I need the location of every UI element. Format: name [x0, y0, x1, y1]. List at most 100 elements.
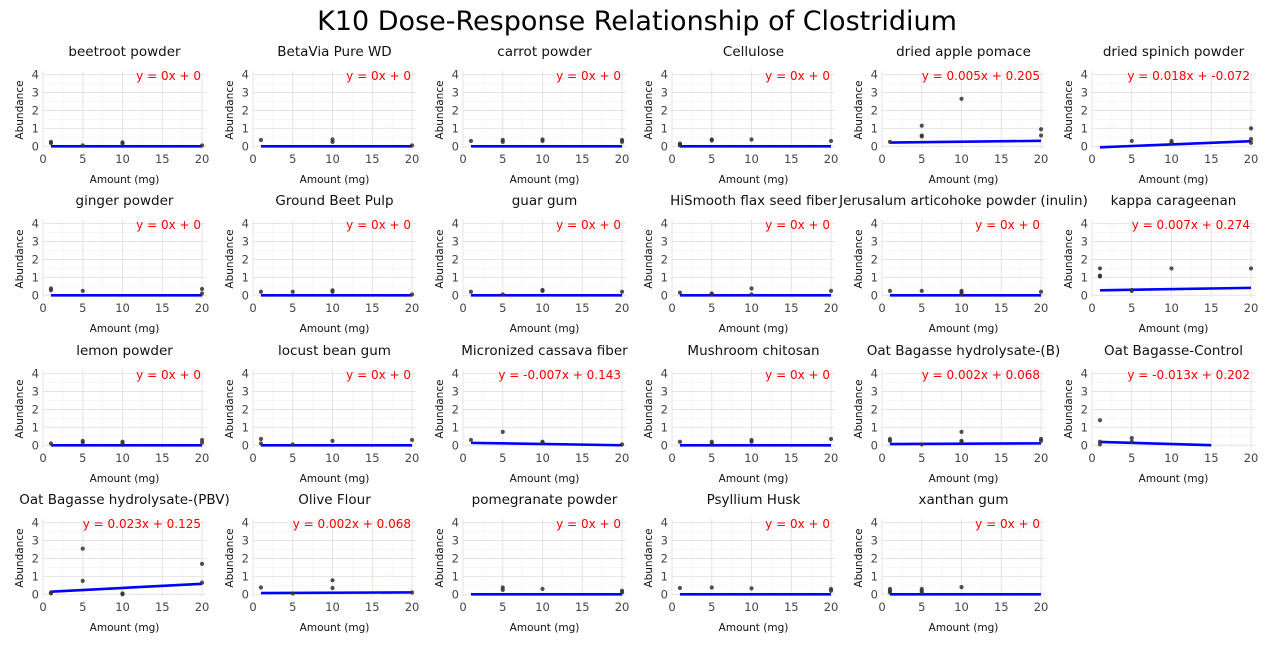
x-tick-label: 10 [325, 600, 340, 614]
data-point [919, 288, 924, 293]
y-tick-label: 2 [871, 402, 878, 416]
y-tick-label: 3 [242, 534, 249, 548]
data-point [1038, 438, 1044, 443]
x-tick-label: 20 [1034, 600, 1049, 614]
y-tick-label: 1 [871, 569, 878, 583]
y-tick-label: 0 [871, 438, 878, 452]
y-tick-label: 1 [32, 270, 39, 284]
x-tick-label: 0 [878, 600, 885, 614]
x-tick-label: 20 [195, 451, 210, 465]
x-tick-label: 0 [459, 600, 466, 614]
y-axis-label: Abundance [224, 528, 236, 587]
y-tick-label: 1 [661, 270, 668, 284]
data-point [1248, 126, 1254, 131]
y-tick-label: 4 [242, 217, 249, 231]
data-point [1248, 137, 1254, 142]
data-point [290, 442, 295, 447]
y-tick-label: 3 [871, 235, 878, 249]
x-tick-label: 5 [918, 451, 925, 465]
x-tick-label: 10 [1164, 152, 1179, 166]
y-tick-label: 2 [32, 551, 39, 565]
data-point [959, 585, 964, 590]
x-tick-label: 15 [365, 301, 380, 315]
y-tick-label: 2 [242, 103, 249, 117]
regression-equation: y = 0x + 0 [975, 218, 1040, 232]
data-point [749, 286, 754, 291]
facet-panel: 0 5 10 15 20 0 1 2 3 4 dried spinich powder Amount … [1063, 44, 1258, 186]
y-tick-label: 4 [661, 68, 668, 82]
data-point [120, 592, 125, 597]
y-tick-label: 0 [242, 587, 249, 601]
x-tick-label: 0 [668, 152, 675, 166]
y-tick-label: 0 [32, 139, 39, 153]
panel-title: Oat Bagasse hydrolysate-(B) [867, 343, 1060, 359]
data-point [199, 561, 205, 566]
facet-panel: 0 5 10 15 20 0 1 2 3 4 Psyllium Husk Amount (mg) Abu… [643, 492, 838, 634]
data-point [959, 292, 964, 297]
x-axis-label: Amount (mg) [719, 473, 789, 485]
data-point [48, 288, 54, 293]
x-tick-label: 10 [744, 600, 759, 614]
y-tick-label: 1 [242, 121, 249, 135]
data-point [540, 586, 545, 592]
panel-title: HiSmooth flax seed fiber [670, 193, 837, 209]
y-axis-label: Abundance [643, 229, 655, 288]
x-tick-label: 0 [39, 301, 46, 315]
data-point [619, 137, 625, 143]
x-tick-label: 10 [744, 301, 759, 315]
y-axis-label: Abundance [643, 528, 655, 587]
x-axis-label: Amount (mg) [929, 622, 999, 634]
regression-line [50, 582, 203, 593]
y-tick-label: 3 [661, 235, 668, 249]
x-tick-label: 20 [615, 301, 630, 315]
y-tick-label: 2 [871, 252, 878, 266]
y-axis-label: Abundance [434, 80, 446, 139]
data-point [1097, 442, 1103, 447]
panel-title: locust bean gum [278, 343, 391, 359]
y-tick-label: 1 [452, 569, 459, 583]
y-tick-label: 2 [452, 252, 459, 266]
x-tick-label: 10 [1164, 451, 1179, 465]
facet-panel: 0 5 10 15 20 0 1 2 3 4 lemon powder Amount (mg) Abun… [14, 343, 209, 485]
y-tick-label: 4 [1081, 367, 1088, 381]
x-tick-label: 5 [918, 600, 925, 614]
y-tick-label: 4 [32, 217, 39, 231]
x-tick-label: 5 [499, 600, 506, 614]
data-point [290, 289, 295, 294]
x-tick-label: 10 [744, 152, 759, 166]
x-tick-label: 15 [1204, 152, 1219, 166]
data-point [290, 591, 295, 596]
y-tick-label: 3 [1081, 235, 1088, 249]
x-tick-label: 20 [405, 152, 420, 166]
x-axis-label: Amount (mg) [929, 323, 999, 335]
x-tick-label: 15 [994, 451, 1009, 465]
facet-panel: 0 5 10 15 20 0 1 2 3 4 kappa carageenan Amount (mg)… [1063, 193, 1258, 335]
regression-equation: y = 0x + 0 [765, 69, 830, 83]
y-axis-label: Abundance [224, 80, 236, 139]
facet-panel: 0 5 10 15 20 0 1 2 3 4 ginger powder Amount (mg) Abu… [14, 193, 209, 335]
data-point [1129, 138, 1134, 144]
x-tick-label: 5 [708, 600, 715, 614]
data-point [919, 442, 924, 447]
x-axis-label: Amount (mg) [929, 473, 999, 485]
y-tick-label: 4 [242, 367, 249, 381]
panel-title: carrot powder [497, 44, 592, 60]
data-point [500, 587, 505, 592]
data-point [749, 439, 754, 444]
facet-panel: 0 5 10 15 20 0 1 2 3 4 beetroot powder Amount (mg) A… [14, 44, 209, 186]
x-tick-label: 20 [195, 301, 210, 315]
x-tick-label: 20 [1034, 451, 1049, 465]
data-point [1248, 140, 1254, 145]
x-tick-label: 15 [575, 152, 590, 166]
x-tick-label: 5 [499, 301, 506, 315]
y-tick-label: 3 [452, 385, 459, 399]
x-axis-label: Amount (mg) [510, 622, 580, 634]
panel-title: Jerusalum articohoke powder (inulin) [838, 193, 1088, 209]
y-tick-label: 0 [661, 288, 668, 302]
y-tick-label: 4 [661, 217, 668, 231]
x-tick-label: 0 [459, 301, 466, 315]
data-point [1169, 140, 1174, 145]
y-tick-label: 3 [242, 86, 249, 100]
